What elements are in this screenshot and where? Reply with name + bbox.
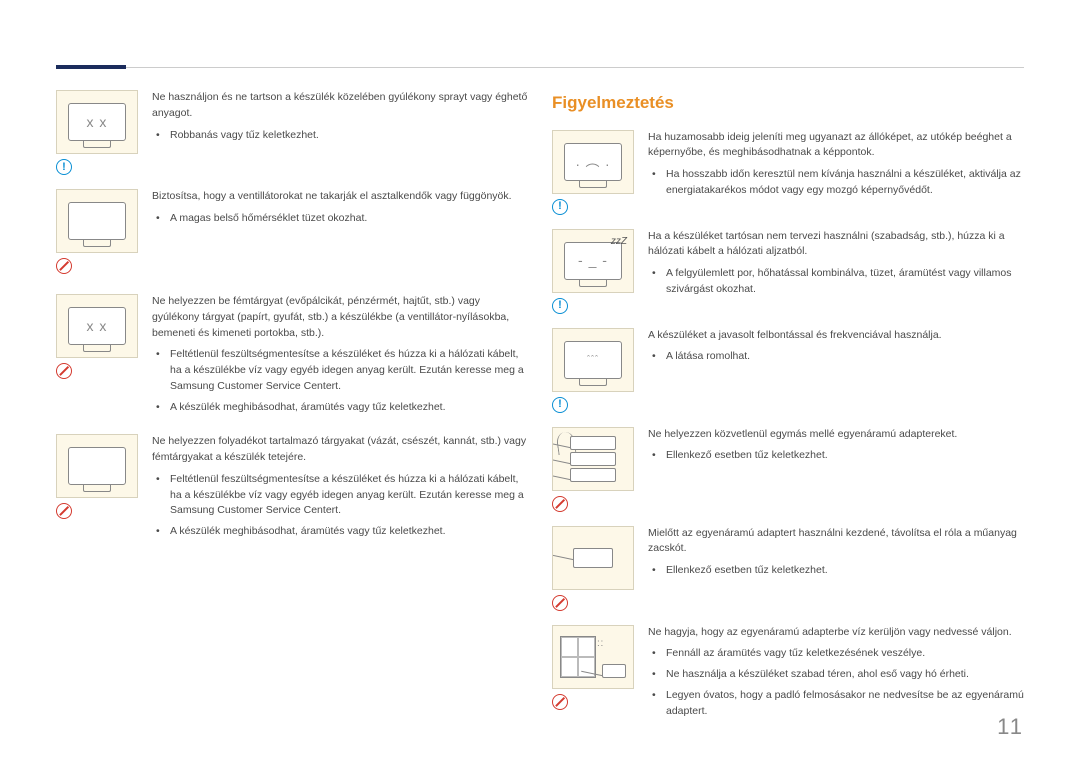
entry-bullet: A készülék meghibásodhat, áramütés vagy … [170,524,528,540]
prohibition-badge-icon [56,258,72,274]
adapter-rain-window-icon [552,625,634,689]
entry-bullet: Ellenkező esetben tűz keletkezhet. [666,448,1024,464]
prohibition-badge-icon [552,595,568,611]
prohibition-badge-icon [56,503,72,519]
entry-lead: Ne helyezzen folyadékot tartalmazó tárgy… [152,434,528,466]
entry-bullet: Ha hosszabb időn keresztül nem kívánja h… [666,167,1024,199]
caution-info-badge-icon: ! [56,159,72,175]
entry-bullet: A magas belső hőmérséklet tüzet okozhat. [170,211,528,227]
safety-entry: Ne hagyja, hogy az egyenáramú adapterbe … [552,625,1024,725]
safety-entry: Mielőtt az egyenáramú adaptert használni… [552,526,1024,611]
entry-bullet: Feltétlenül feszültségmentesítse a készü… [170,347,528,394]
adapters-stacked-fire-icon [552,427,634,491]
safety-entry: x x Ne helyezzen be fémtárgyat (evőpálci… [56,294,528,420]
prohibition-badge-icon [552,496,568,512]
entry-bullet: Ellenkező esetben tűz keletkezhet. [666,563,1024,579]
adapter-plastic-bag-icon [552,526,634,590]
entry-lead: Ne helyezzen közvetlenül egymás mellé eg… [648,427,1024,443]
safety-entry: Ne helyezzen folyadékot tartalmazó tárgy… [56,434,528,545]
caution-info-badge-icon: ! [552,397,568,413]
caution-info-badge-icon: ! [552,199,568,215]
safety-entry: x x ! Ne használjon és ne tartson a kész… [56,90,528,175]
monitor-spraycan-icon: x x [56,90,138,154]
entry-lead: Biztosítsa, hogy a ventillátorokat ne ta… [152,189,528,205]
entry-lead: Ha a készüléket tartósan nem tervezi has… [648,229,1024,261]
entry-lead: Ha huzamosabb ideig jeleníti meg ugyanaz… [648,130,1024,162]
safety-entry: Biztosítsa, hogy a ventillátorokat ne ta… [56,189,528,274]
safety-entry: Ne helyezzen közvetlenül egymás mellé eg… [552,427,1024,512]
entry-lead: Ne használjon és ne tartson a készülék k… [152,90,528,122]
header-rule-accent [56,65,126,69]
entry-bullet: Robbanás vagy tűz keletkezhet. [170,128,528,144]
prohibition-badge-icon [552,694,568,710]
entry-bullet: A készülék meghibásodhat, áramütés vagy … [170,400,528,416]
safety-entry: - _ -zzZ ! Ha a készüléket tartósan nem … [552,229,1024,314]
content-columns: x x ! Ne használjon és ne tartson a kész… [56,90,1024,738]
monitor-sleep-unplug-icon: - _ -zzZ [552,229,634,293]
entry-lead: Mielőtt az egyenáramú adaptert használni… [648,526,1024,558]
prohibition-badge-icon [56,363,72,379]
right-column: Figyelmeztetés . ︵ . ! Ha huzamosabb ide… [552,90,1024,738]
entry-bullet: Feltétlenül feszültségmentesítse a készü… [170,472,528,519]
monitor-burn-in-sad-icon: . ︵ . [552,130,634,194]
entry-bullet: Fennáll az áramütés vagy tűz keletkezésé… [666,646,1024,662]
left-column: x x ! Ne használjon és ne tartson a kész… [56,90,528,738]
entry-lead: A készüléket a javasolt felbontással és … [648,328,1024,344]
entry-lead: Ne hagyja, hogy az egyenáramú adapterbe … [648,625,1024,641]
safety-entry: ˆˆˆ ! A készüléket a javasolt felbontáss… [552,328,1024,413]
entry-bullet: A felgyülemlett por, hőhatással kombinál… [666,266,1024,298]
monitor-resolution-icon: ˆˆˆ [552,328,634,392]
safety-entry: . ︵ . ! Ha huzamosabb ideig jeleníti meg… [552,130,1024,215]
page-number: 11 [997,710,1024,743]
header-rule [56,67,1024,68]
caution-heading: Figyelmeztetés [552,90,1024,116]
monitor-vase-on-top-icon [56,434,138,498]
monitor-covered-cloth-icon [56,189,138,253]
entry-bullet: Ne használja a készüléket szabad téren, … [666,667,1024,683]
caution-info-badge-icon: ! [552,298,568,314]
entry-lead: Ne helyezzen be fémtárgyat (evőpálcikát,… [152,294,528,341]
entry-bullet: Legyen óvatos, hogy a padló felmosásakor… [666,688,1024,720]
monitor-metal-insert-icon: x x [56,294,138,358]
entry-bullet: A látása romolhat. [666,349,1024,365]
